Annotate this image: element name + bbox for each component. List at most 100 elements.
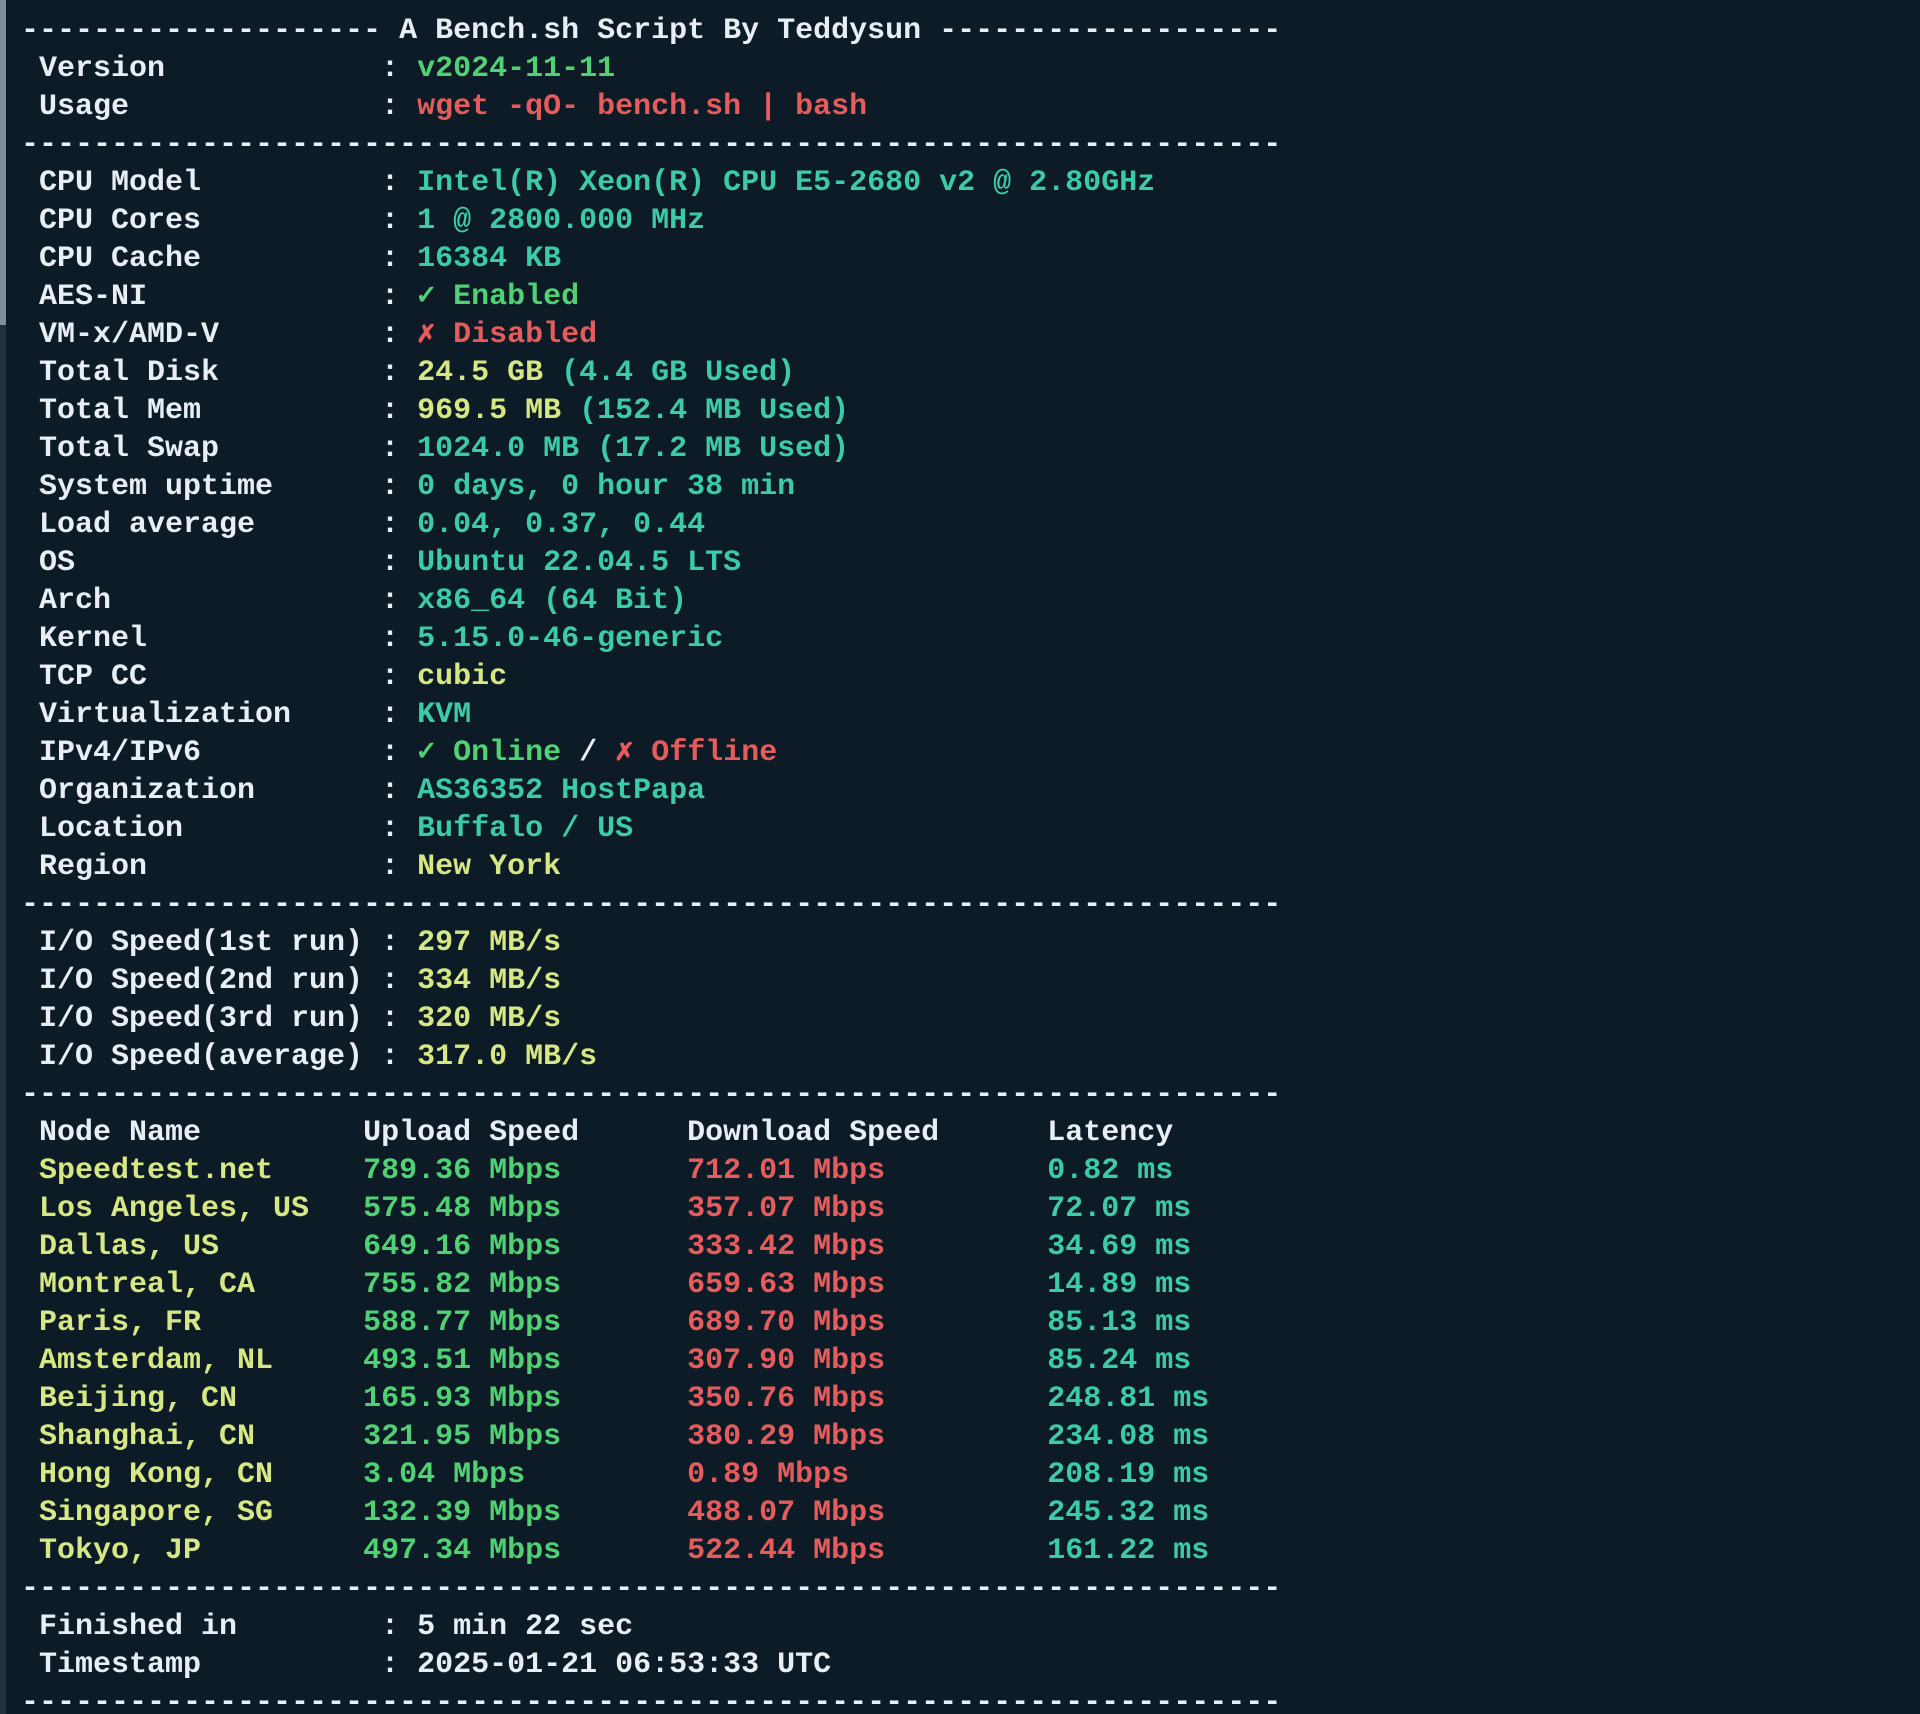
terminal-text-segment: Organization : xyxy=(21,774,418,808)
terminal-text-segment: 234.08 ms xyxy=(1047,1420,1210,1454)
terminal-line: Hong Kong, CN 3.04 Mbps 0.89 Mbps 208.19… xyxy=(21,1456,1281,1494)
terminal-text-segment: 161.22 ms xyxy=(1047,1534,1210,1568)
terminal-text-segment: Total Swap : xyxy=(21,432,418,466)
terminal-text-segment: OS : xyxy=(21,546,418,580)
terminal-text-segment: ----------------------------------------… xyxy=(21,1572,1282,1606)
terminal-text-segment: Intel(R) Xeon(R) CPU E5-2680 v2 @ 2.80GH… xyxy=(417,166,1156,200)
terminal-text-segment: 334 MB/s xyxy=(417,964,562,998)
terminal-text-segment: 588.77 Mbps xyxy=(363,1306,688,1340)
terminal-text-segment: ✗ Offline xyxy=(615,736,778,770)
terminal-text-segment: 0.82 ms xyxy=(1047,1154,1174,1188)
terminal-line: Shanghai, CN 321.95 Mbps 380.29 Mbps 234… xyxy=(21,1418,1281,1456)
terminal-text-segment: ------------------- xyxy=(921,14,1282,48)
terminal-line: ----------------------------------------… xyxy=(21,886,1281,924)
terminal-text-segment: 659.63 Mbps xyxy=(687,1268,1048,1302)
terminal-line: Beijing, CN 165.93 Mbps 350.76 Mbps 248.… xyxy=(21,1380,1281,1418)
terminal-line: ----------------------------------------… xyxy=(21,1076,1281,1114)
terminal-line: Kernel : 5.15.0-46-generic xyxy=(21,620,1281,658)
terminal-text-segment: 297 MB/s xyxy=(417,926,562,960)
terminal-text-segment: VM-x/AMD-V : xyxy=(21,318,418,352)
terminal-text-segment: 16384 KB xyxy=(417,242,562,276)
terminal-text-segment: Finished in : xyxy=(21,1610,418,1644)
terminal-text-segment: Ubuntu 22.04.5 LTS xyxy=(417,546,742,580)
terminal-text-segment: 132.39 Mbps xyxy=(363,1496,688,1530)
terminal-line: Dallas, US 649.16 Mbps 333.42 Mbps 34.69… xyxy=(21,1228,1281,1266)
terminal-text-segment: 357.07 Mbps xyxy=(687,1192,1048,1226)
terminal-line: Timestamp : 2025-01-21 06:53:33 UTC xyxy=(21,1646,1281,1684)
terminal-text-segment: I/O Speed(2nd run) : xyxy=(21,964,418,998)
terminal-text-segment: AES-NI : xyxy=(21,280,418,314)
terminal-text-segment: CPU Cores : xyxy=(21,204,418,238)
terminal-line: Arch : x86_64 (64 Bit) xyxy=(21,582,1281,620)
terminal-text-segment: -------------------- xyxy=(21,14,400,48)
terminal-line: Usage : wget -qO- bench.sh | bash xyxy=(21,88,1281,126)
terminal-text-segment: 333.42 Mbps xyxy=(687,1230,1048,1264)
terminal-text-segment: I/O Speed(average) : xyxy=(21,1040,418,1074)
terminal-line: Virtualization : KVM xyxy=(21,696,1281,734)
terminal-text-segment: cubic xyxy=(417,660,508,694)
terminal-text-segment: 14.89 ms xyxy=(1047,1268,1192,1302)
terminal-text-segment: New York xyxy=(417,850,562,884)
terminal-text-segment: Kernel : xyxy=(21,622,418,656)
terminal-line: OS : Ubuntu 22.04.5 LTS xyxy=(21,544,1281,582)
scrollbar-thumb[interactable] xyxy=(0,0,6,325)
terminal-line: Node Name Upload Speed Download Speed La… xyxy=(21,1114,1281,1152)
terminal-text-segment: 165.93 Mbps xyxy=(363,1382,688,1416)
terminal-text-segment: AS36352 HostPapa xyxy=(417,774,706,808)
terminal-line: Paris, FR 588.77 Mbps 689.70 Mbps 85.13 … xyxy=(21,1304,1281,1342)
terminal-line: I/O Speed(3rd run) : 320 MB/s xyxy=(21,1000,1281,1038)
terminal-line: Organization : AS36352 HostPapa xyxy=(21,772,1281,810)
terminal-text-segment: Download Speed xyxy=(687,1116,1048,1150)
terminal-text-segment: Arch : xyxy=(21,584,418,618)
terminal-line: AES-NI : ✓ Enabled xyxy=(21,278,1281,316)
scrollbar-track xyxy=(0,0,6,1714)
terminal-line: Total Swap : 1024.0 MB (17.2 MB Used) xyxy=(21,430,1281,468)
terminal-text-segment: 5 min 22 sec xyxy=(417,1610,634,1644)
terminal-line: Version : v2024-11-11 xyxy=(21,50,1281,88)
terminal-line: -------------------- A Bench.sh Script B… xyxy=(21,12,1281,50)
terminal-text-segment: KVM xyxy=(417,698,472,732)
terminal-line: CPU Model : Intel(R) Xeon(R) CPU E5-2680… xyxy=(21,164,1281,202)
terminal-text-segment: 317.0 MB/s xyxy=(417,1040,598,1074)
terminal-text-segment: 320 MB/s xyxy=(417,1002,562,1036)
terminal-text-segment: Latency xyxy=(1047,1116,1174,1150)
terminal-text-segment: 321.95 Mbps xyxy=(363,1420,688,1454)
terminal-line: ----------------------------------------… xyxy=(21,1570,1281,1608)
terminal-text-segment: Singapore, SG xyxy=(21,1496,364,1530)
terminal-line: Tokyo, JP 497.34 Mbps 522.44 Mbps 161.22… xyxy=(21,1532,1281,1570)
terminal-text-segment: Total Mem : xyxy=(21,394,418,428)
terminal-line: Amsterdam, NL 493.51 Mbps 307.90 Mbps 85… xyxy=(21,1342,1281,1380)
terminal-text-segment: Beijing, CN xyxy=(21,1382,364,1416)
terminal-text-segment: 380.29 Mbps xyxy=(687,1420,1048,1454)
terminal-line: Location : Buffalo / US xyxy=(21,810,1281,848)
terminal-text-segment: 522.44 Mbps xyxy=(687,1534,1048,1568)
terminal-text-segment: 1024.0 MB (17.2 MB Used) xyxy=(417,432,850,466)
terminal-text-segment: 689.70 Mbps xyxy=(687,1306,1048,1340)
terminal-text-segment: Los Angeles, US xyxy=(21,1192,364,1226)
terminal-text-segment: 350.76 Mbps xyxy=(687,1382,1048,1416)
terminal-text-segment: I/O Speed(3rd run) : xyxy=(21,1002,418,1036)
terminal-line: CPU Cache : 16384 KB xyxy=(21,240,1281,278)
terminal-text-segment: Region : xyxy=(21,850,418,884)
terminal-text-segment: I/O Speed(1st run) : xyxy=(21,926,418,960)
terminal-text-segment: / xyxy=(561,736,616,770)
terminal-line: Load average : 0.04, 0.37, 0.44 xyxy=(21,506,1281,544)
terminal-line: CPU Cores : 1 @ 2800.000 MHz xyxy=(21,202,1281,240)
terminal-line: Speedtest.net 789.36 Mbps 712.01 Mbps 0.… xyxy=(21,1152,1281,1190)
terminal-text-segment: ----------------------------------------… xyxy=(21,888,1282,922)
terminal-text-segment: 789.36 Mbps xyxy=(363,1154,688,1188)
terminal-text-segment: Node Name xyxy=(21,1116,364,1150)
terminal-text-segment: Dallas, US xyxy=(21,1230,364,1264)
terminal-text-segment: Amsterdam, NL xyxy=(21,1344,364,1378)
terminal-text-segment: Timestamp : xyxy=(21,1648,418,1682)
terminal-text-segment: 0.04, 0.37, 0.44 xyxy=(417,508,706,542)
terminal-text-segment: Total Disk : xyxy=(21,356,418,390)
terminal-text-segment: 493.51 Mbps xyxy=(363,1344,688,1378)
terminal-text-segment: Upload Speed xyxy=(363,1116,688,1150)
terminal-line: I/O Speed(2nd run) : 334 MB/s xyxy=(21,962,1281,1000)
terminal-line: Region : New York xyxy=(21,848,1281,886)
terminal-text-segment: 245.32 ms xyxy=(1047,1496,1210,1530)
terminal-text-segment: 34.69 ms xyxy=(1047,1230,1192,1264)
terminal-text-segment: IPv4/IPv6 : xyxy=(21,736,418,770)
